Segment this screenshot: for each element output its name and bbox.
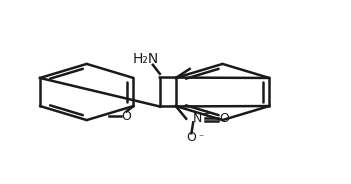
Text: +: + [202, 109, 210, 119]
Text: N: N [193, 112, 203, 125]
Text: O: O [121, 109, 131, 123]
Text: ⁻: ⁻ [198, 133, 204, 143]
Text: O: O [219, 112, 229, 125]
Text: H₂N: H₂N [133, 52, 159, 66]
Text: O: O [186, 131, 196, 144]
